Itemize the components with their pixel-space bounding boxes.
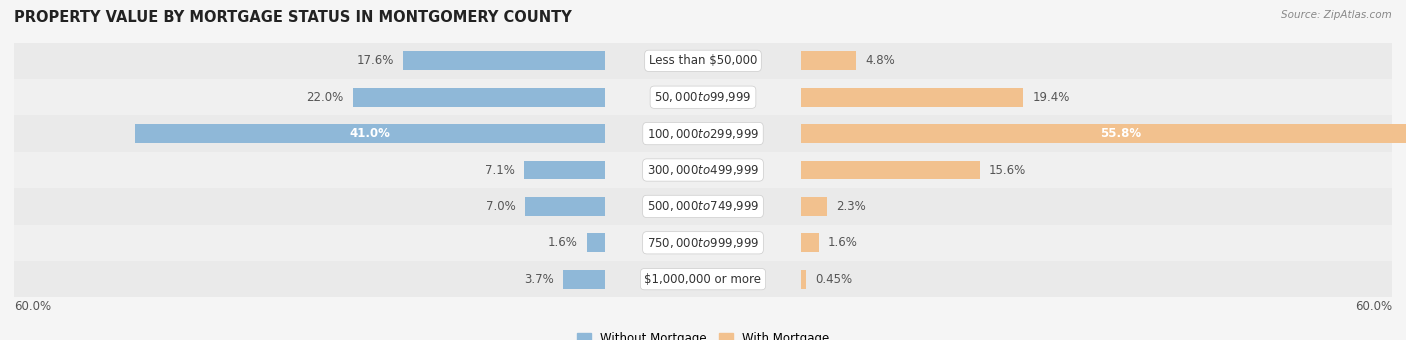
Bar [562,270,606,289]
Bar [353,88,606,107]
Text: Less than $50,000: Less than $50,000 [648,54,758,67]
Text: 4.8%: 4.8% [865,54,894,67]
Text: $500,000 to $749,999: $500,000 to $749,999 [647,199,759,214]
Bar [588,233,606,252]
Text: 19.4%: 19.4% [1032,91,1070,104]
Bar [800,270,806,289]
Legend: Without Mortgage, With Mortgage: Without Mortgage, With Mortgage [572,328,834,340]
Bar [14,188,1392,225]
Bar [800,51,856,70]
Bar [14,152,1392,188]
Bar [404,51,606,70]
Bar [800,88,1024,107]
Text: 60.0%: 60.0% [1355,300,1392,313]
Bar [14,225,1392,261]
Text: 3.7%: 3.7% [524,273,554,286]
Text: 7.1%: 7.1% [485,164,515,176]
Text: Source: ZipAtlas.com: Source: ZipAtlas.com [1281,10,1392,20]
Bar [524,197,606,216]
Text: 15.6%: 15.6% [988,164,1026,176]
Bar [800,160,980,180]
Bar [14,115,1392,152]
Bar [14,261,1392,298]
Text: 1.6%: 1.6% [548,236,578,249]
Text: 17.6%: 17.6% [357,54,394,67]
Bar [800,233,818,252]
Text: 0.45%: 0.45% [815,273,852,286]
Bar [14,79,1392,115]
Text: $1,000,000 or more: $1,000,000 or more [644,273,762,286]
Text: 41.0%: 41.0% [350,127,391,140]
Bar [800,124,1406,143]
Text: 55.8%: 55.8% [1101,127,1142,140]
Text: 7.0%: 7.0% [486,200,516,213]
Text: $100,000 to $299,999: $100,000 to $299,999 [647,126,759,141]
Bar [800,197,827,216]
Bar [14,42,1392,79]
Text: 2.3%: 2.3% [837,200,866,213]
Text: PROPERTY VALUE BY MORTGAGE STATUS IN MONTGOMERY COUNTY: PROPERTY VALUE BY MORTGAGE STATUS IN MON… [14,10,572,25]
Text: 1.6%: 1.6% [828,236,858,249]
Text: $750,000 to $999,999: $750,000 to $999,999 [647,236,759,250]
Text: $50,000 to $99,999: $50,000 to $99,999 [654,90,752,104]
Text: 60.0%: 60.0% [14,300,51,313]
Bar [524,160,606,180]
Text: $300,000 to $499,999: $300,000 to $499,999 [647,163,759,177]
Bar [135,124,606,143]
Text: 22.0%: 22.0% [307,91,343,104]
